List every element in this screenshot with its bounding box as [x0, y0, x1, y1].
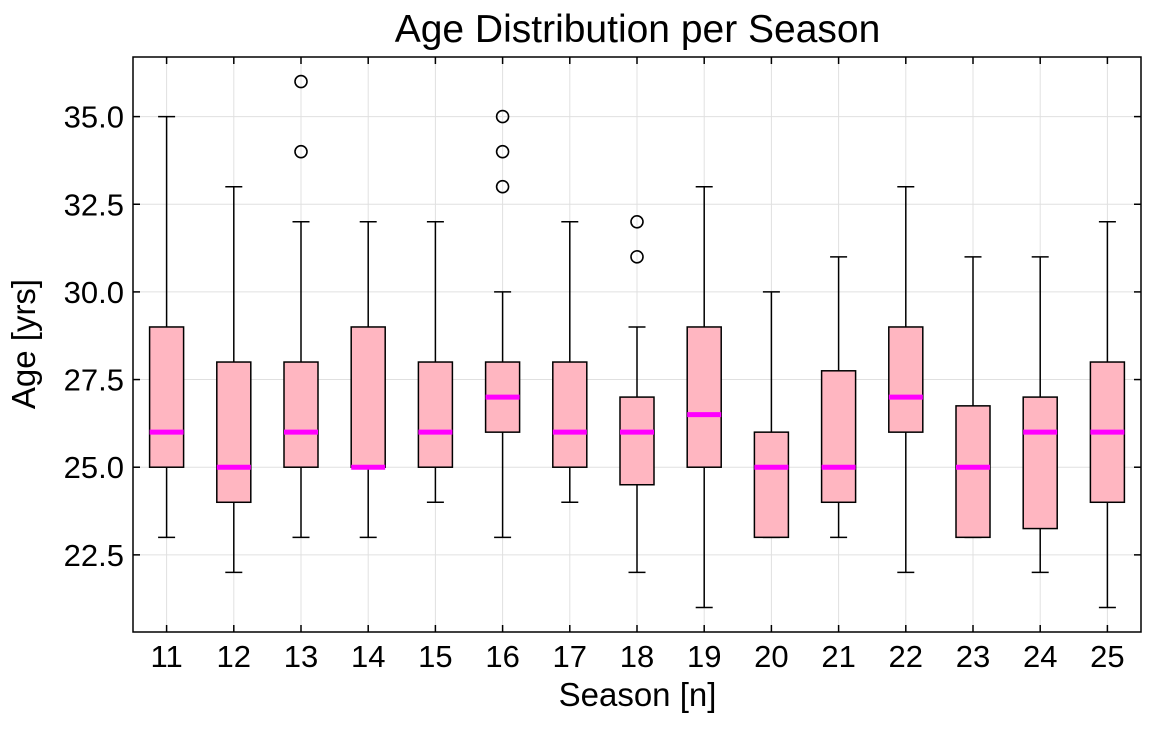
- box-season-20: [753, 431, 790, 539]
- outlier-point: [495, 109, 510, 124]
- box-season-17: [552, 361, 588, 468]
- y-tick-label: 25.0: [64, 450, 124, 485]
- box-season-15: [417, 361, 454, 468]
- x-tick-label: 19: [687, 639, 721, 674]
- outlier-point: [495, 179, 510, 194]
- y-tick-label: 27.5: [64, 363, 124, 398]
- x-tick-label: 13: [284, 639, 318, 674]
- box-season-24: [1022, 396, 1058, 530]
- chart-title: Age Distribution per Season: [394, 8, 881, 51]
- x-tick-label: 22: [889, 639, 923, 674]
- x-tick-label: 25: [1090, 639, 1124, 674]
- x-tick-label: 17: [553, 639, 587, 674]
- x-tick-label: 24: [1023, 639, 1057, 674]
- box-season-22: [888, 326, 924, 433]
- x-axis-label: Season [n]: [558, 676, 717, 713]
- x-tick-label: 15: [418, 639, 452, 674]
- box-season-13: [283, 361, 319, 468]
- box-season-18: [619, 396, 655, 486]
- x-tick-label: 12: [217, 639, 251, 674]
- x-tick-label: 14: [351, 639, 385, 674]
- x-tick-label: 11: [151, 639, 183, 674]
- x-tick-label: 16: [485, 639, 519, 674]
- outlier-point: [630, 250, 644, 264]
- y-tick-label: 35.0: [64, 100, 124, 135]
- box-season-11: [148, 326, 185, 468]
- y-tick-label: 30.0: [64, 275, 124, 310]
- outlier-point: [495, 144, 510, 159]
- box-season-19: [686, 326, 722, 468]
- x-tick-label: 20: [754, 639, 788, 674]
- x-tick-label: 23: [956, 639, 990, 674]
- box-season-21: [820, 370, 857, 504]
- outlier-point: [630, 214, 644, 229]
- x-tick-label: 18: [620, 639, 654, 674]
- y-tick-label: 32.5: [64, 187, 124, 222]
- box-season-14: [350, 326, 386, 468]
- outlier-point: [294, 74, 308, 89]
- box-season-12: [216, 361, 252, 504]
- outlier-point: [294, 144, 308, 159]
- box-season-23: [955, 405, 991, 539]
- x-tick-label: 21: [821, 639, 855, 674]
- y-tick-label: 22.5: [64, 538, 124, 573]
